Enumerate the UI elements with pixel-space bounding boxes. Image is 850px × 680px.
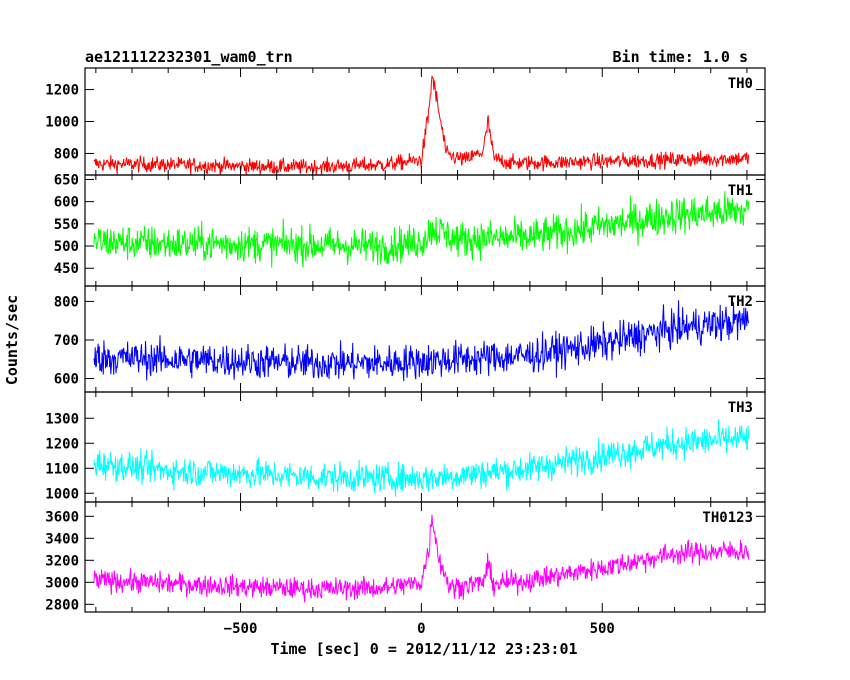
panel-th3: 1000 1100 1200 1300 TH3 <box>45 391 766 503</box>
y-tick-label: 550 <box>54 217 79 233</box>
panel-th2: 600 700 800 TH2 <box>54 285 766 393</box>
panel-name-label: TH0123 <box>702 510 753 526</box>
y-tick-label: 1300 <box>45 411 79 427</box>
y-axis-title: Counts/sec <box>3 295 21 385</box>
panel-name-label: TH3 <box>728 400 753 416</box>
y-tick-label: 450 <box>54 261 79 277</box>
x-axis: −500 0 500 <box>224 621 615 637</box>
y-tick-label: 600 <box>54 372 79 388</box>
y-tick-label: 1100 <box>45 461 79 477</box>
y-tick-label: 600 <box>54 195 79 211</box>
y-tick-label: 3200 <box>45 553 79 569</box>
y-tick-label: 1000 <box>45 115 79 131</box>
y-tick-label: 1200 <box>45 436 79 452</box>
series-line-th0123 <box>93 514 750 603</box>
panel-th1: 450 500 550 600 650 TH1 <box>54 172 766 287</box>
panel-th0: 800 1000 1200 TH0 <box>45 67 766 176</box>
series-line-th2 <box>93 300 750 382</box>
panel-name-label: TH2 <box>728 294 753 310</box>
x-axis-title: Time [sec] 0 = 2012/11/12 23:23:01 <box>270 640 577 658</box>
series-line-th3 <box>93 419 750 497</box>
y-tick-label: 3400 <box>45 531 79 547</box>
chart-header: ae121112232301_wam0_trn Bin time: 1.0 s <box>85 48 748 66</box>
series-line-th0 <box>93 75 750 175</box>
panel-name-label: TH1 <box>728 183 753 199</box>
y-tick-label: 1000 <box>45 486 79 502</box>
panel-frame <box>84 174 766 287</box>
series-line-th1 <box>93 191 750 268</box>
y-tick-label: 700 <box>54 333 79 349</box>
panels-group: 800 1000 1200 TH0 450 500 550 600 650 TH1 600 700 80… <box>45 67 766 613</box>
y-tick-label: 800 <box>54 294 79 310</box>
y-tick-label: 650 <box>54 172 79 188</box>
y-tick-label: 800 <box>54 146 79 162</box>
panel-frame <box>84 501 766 613</box>
y-tick-label: 1200 <box>45 83 79 99</box>
bin-time-label: Bin time: 1.0 s <box>613 48 748 66</box>
panel-frame <box>84 285 766 393</box>
x-tick-label: 0 <box>417 621 425 637</box>
x-tick-label: 500 <box>590 621 615 637</box>
panel-name-label: TH0 <box>728 76 753 92</box>
x-tick-label: −500 <box>224 621 258 637</box>
y-tick-label: 3000 <box>45 575 79 591</box>
y-tick-label: 500 <box>54 239 79 255</box>
panel-th0123: 2800 3000 3200 3400 3600 TH0123 <box>45 501 766 613</box>
observation-id-title: ae121112232301_wam0_trn <box>85 48 293 66</box>
y-tick-label: 2800 <box>45 597 79 613</box>
y-tick-label: 3600 <box>45 509 79 525</box>
